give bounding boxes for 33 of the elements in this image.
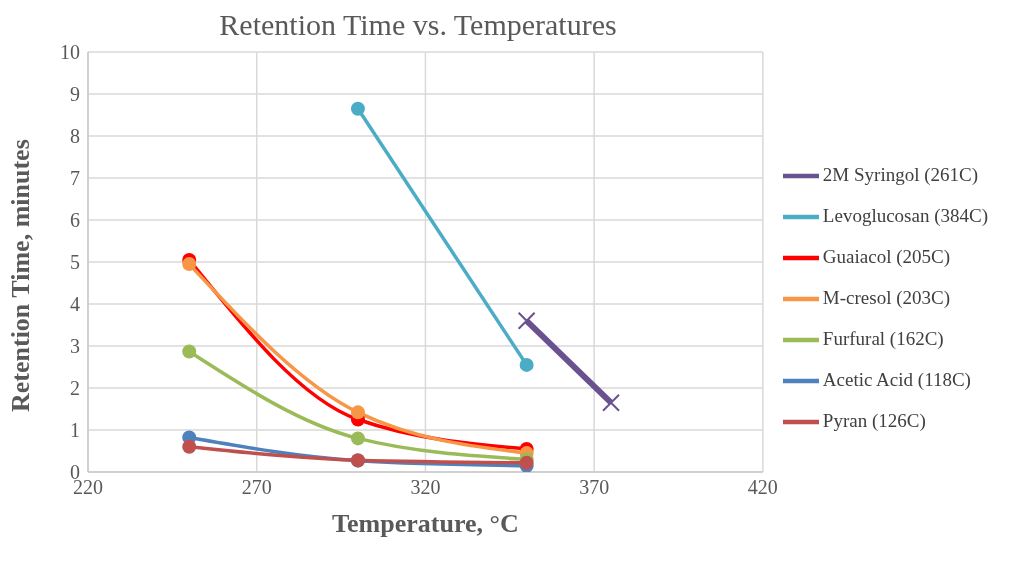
- y-tick-label: 6: [70, 209, 80, 232]
- x-tick-label: 320: [410, 476, 441, 499]
- legend-label: Levoglucosan (384C): [822, 204, 988, 226]
- y-axis-title: Retention Time, minutes: [6, 139, 36, 412]
- y-tick-label: 2: [70, 377, 80, 400]
- legend-label: 2M Syringol (261C): [822, 163, 979, 185]
- y-tick-label: 7: [70, 167, 80, 190]
- point: [602, 393, 620, 412]
- point: [350, 405, 365, 420]
- legend-label: Furfural (162C): [822, 327, 944, 349]
- legend-label: Pyran (126C): [822, 409, 926, 431]
- x-tick-label: 370: [579, 476, 610, 499]
- y-tick-label: 3: [70, 335, 80, 358]
- y-tick-label: 10: [60, 41, 80, 64]
- point: [182, 439, 197, 454]
- point: [182, 344, 197, 359]
- y-tick-label: 4: [70, 293, 80, 316]
- point: [517, 311, 536, 330]
- y-tick-label: 5: [70, 251, 80, 274]
- x-axis-title: Temperature, °C: [332, 509, 519, 538]
- y-tick-label: 8: [70, 125, 80, 148]
- x-tick-label: 270: [241, 476, 272, 499]
- y-tick-label: 1: [70, 419, 80, 442]
- legend-label: Acetic Acid (118C): [822, 368, 971, 390]
- point: [350, 431, 365, 446]
- legend-label: M-cresol (203C): [822, 286, 951, 308]
- point: [519, 357, 534, 372]
- point: [350, 101, 365, 116]
- legend-label: Guaiacol (205C): [822, 245, 950, 267]
- point: [182, 257, 197, 272]
- chart-title: Retention Time vs. Temperatures: [218, 8, 618, 42]
- x-tick-label: 420: [747, 476, 778, 499]
- y-tick-label: 9: [70, 83, 80, 106]
